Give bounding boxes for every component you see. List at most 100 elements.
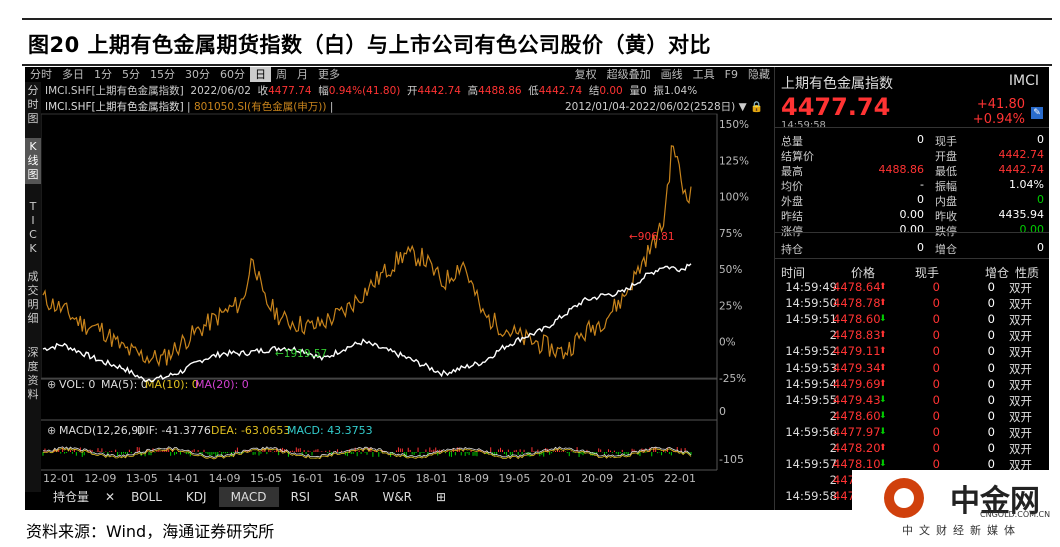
quote-field-5-2: 昨收 bbox=[935, 210, 957, 223]
period-8[interactable]: 周 bbox=[276, 68, 287, 81]
x-tick-label: 16-09 bbox=[333, 472, 365, 485]
add-tab-icon[interactable]: ⊞ bbox=[436, 490, 447, 504]
tick-time: 14:59:53 bbox=[785, 360, 837, 375]
arrow-down-icon: ⬇ bbox=[879, 314, 887, 325]
tick-price: 4478.10 bbox=[833, 457, 881, 472]
period-9[interactable]: 月 bbox=[297, 68, 308, 81]
toolbar-btn-3[interactable]: 工具 bbox=[692, 68, 715, 81]
quote-field-0-1: 0 bbox=[917, 133, 924, 146]
info-low: 4442.74 bbox=[538, 85, 583, 97]
quote-field-3-2: 振幅 bbox=[935, 180, 957, 193]
tick-nature: 双开 bbox=[1009, 409, 1032, 424]
arrow-down-icon: ⬇ bbox=[879, 459, 887, 470]
watermark-url: CNGOLD.COM.CN bbox=[980, 510, 1051, 519]
period-7[interactable]: 日 bbox=[250, 67, 271, 82]
view-tab-4[interactable]: 深度资料 bbox=[27, 346, 39, 401]
period-10[interactable]: 更多 bbox=[318, 68, 340, 81]
quote-panel: 上期有色金属指数 IMCI 4477.74 +41.80 +0.94% ✎ 14… bbox=[774, 67, 1049, 510]
toolbar-btn-5[interactable]: 隐藏 bbox=[748, 68, 770, 81]
quote-name: 上期有色金属指数 bbox=[781, 76, 893, 92]
toolbar-btn-2[interactable]: 画线 bbox=[660, 68, 683, 81]
info-open: 4442.74 bbox=[417, 85, 461, 97]
tick-row: 2 4478.20 ⬆ 0 0 双开 bbox=[775, 441, 1049, 457]
macd-label: MACD(12,26,9) bbox=[59, 424, 143, 437]
toolbar-btn-1[interactable]: 超级叠加 bbox=[606, 68, 651, 81]
period-6[interactable]: 60分 bbox=[220, 68, 245, 81]
quote-field-2-1: 4488.86 bbox=[878, 163, 925, 176]
indicator-tab-2[interactable]: KDJ bbox=[185, 490, 207, 504]
quote-time: 14:59:58 bbox=[781, 120, 826, 131]
x-tick-label: 20-09 bbox=[581, 472, 613, 485]
indicator-tab-3[interactable]: MACD bbox=[218, 487, 279, 507]
quote-field-1-2: 开盘 bbox=[935, 150, 957, 163]
tick-price: 4479.34 bbox=[833, 360, 881, 375]
tick-hand: 0 bbox=[932, 328, 940, 343]
figure-title: 图20 上期有色金属期货指数（白）与上市公司有色公司股价（黄）对比 bbox=[22, 18, 1052, 66]
tick-header-0: 时间 bbox=[781, 266, 806, 280]
period-5[interactable]: 30分 bbox=[185, 68, 210, 81]
macd-dea-line bbox=[42, 447, 692, 460]
tick-nature: 双开 bbox=[1009, 458, 1032, 473]
watermark-text: 中金网 bbox=[950, 484, 1040, 519]
indicator-tab-1[interactable]: BOLL bbox=[131, 490, 162, 504]
close-icon[interactable]: ✕ bbox=[105, 490, 116, 504]
toolbar-btn-0[interactable]: 复权 bbox=[574, 68, 597, 81]
info-swing: 1.04% bbox=[663, 85, 698, 97]
view-tab-0[interactable]: 分时图 bbox=[27, 84, 39, 125]
period-4[interactable]: 15分 bbox=[150, 68, 175, 81]
tick-nature: 双开 bbox=[1009, 377, 1032, 392]
lock-icon[interactable]: 🔒 bbox=[750, 101, 764, 113]
indicator-tab-6[interactable]: W&R bbox=[382, 490, 413, 504]
period-3[interactable]: 5分 bbox=[122, 68, 140, 81]
quote-field-0-2: 现手 bbox=[935, 135, 957, 148]
indicator-tab-0[interactable]: 持仓量 bbox=[53, 490, 90, 504]
period-0[interactable]: 分时 bbox=[30, 68, 52, 81]
info-swing-label: 振 bbox=[653, 85, 664, 97]
arrow-up-icon: ⬆ bbox=[879, 282, 887, 292]
x-tick-label: 18-01 bbox=[416, 472, 448, 485]
high-marker-label: ←906.81 bbox=[629, 231, 675, 243]
info-code: IMCI.SHF[上期有色金属指数] bbox=[45, 85, 184, 97]
period-2[interactable]: 1分 bbox=[94, 68, 112, 81]
divider bbox=[775, 258, 1049, 259]
x-tick-label: 13-05 bbox=[126, 472, 158, 485]
quote-field-2-3: 4442.74 bbox=[998, 163, 1045, 176]
range-dropdown-icon[interactable]: ▼ bbox=[738, 101, 747, 113]
quote-field-6-2: 跌停 bbox=[935, 225, 957, 238]
tick-oi: 0 bbox=[987, 457, 995, 472]
quote-field-4-3: 0 bbox=[1037, 193, 1044, 206]
tick-price: 4478.83 bbox=[833, 328, 881, 343]
x-tick-label: 19-05 bbox=[498, 472, 530, 485]
indicator-tab-5[interactable]: SAR bbox=[334, 490, 359, 504]
period-1[interactable]: 多日 bbox=[62, 68, 84, 81]
arrow-up-icon: ⬆ bbox=[879, 378, 887, 389]
tick-nature: 双开 bbox=[1009, 297, 1032, 312]
edit-icon[interactable]: ✎ bbox=[1031, 107, 1043, 119]
tick-hand: 0 bbox=[932, 424, 940, 439]
quote-change-pct: +0.94% bbox=[972, 112, 1025, 127]
toolbar-btn-4[interactable]: F9 bbox=[724, 68, 738, 81]
tick-price: 4478.60 bbox=[833, 312, 881, 327]
x-tick-label: 18-09 bbox=[457, 472, 489, 485]
view-tab-3[interactable]: 成交明细 bbox=[27, 270, 39, 325]
period-toolbar: 分时 多日 1分 5分 15分 30分 60分日周月更多 复权 超级叠加 画线 工具 F9 隐藏 bbox=[25, 67, 775, 82]
watermark-sub: 中文财经新媒体 bbox=[902, 524, 1021, 537]
tick-price: 4477.97 bbox=[833, 424, 881, 439]
quote-field-1-0: 结算价 bbox=[781, 150, 814, 163]
tick-nature: 双开 bbox=[1009, 425, 1032, 440]
quote-field-3-3: 1.04% bbox=[1009, 178, 1044, 191]
indicator-tab-4[interactable]: RSI bbox=[290, 490, 311, 504]
macd-val: MACD: 43.3753 bbox=[287, 424, 373, 437]
x-tick-label: 17-05 bbox=[374, 472, 406, 485]
tick-time: 14:59:49 bbox=[785, 280, 837, 294]
y-tick-label: 125% bbox=[719, 155, 749, 167]
white-series-line bbox=[42, 263, 692, 383]
vol-axis-label: 0 bbox=[719, 405, 726, 418]
arrow-up-icon: ⬆ bbox=[879, 443, 887, 453]
tick-oi: 0 bbox=[987, 280, 995, 294]
tick-nature: 双开 bbox=[1009, 361, 1032, 376]
tick-time: 2 bbox=[829, 328, 837, 343]
